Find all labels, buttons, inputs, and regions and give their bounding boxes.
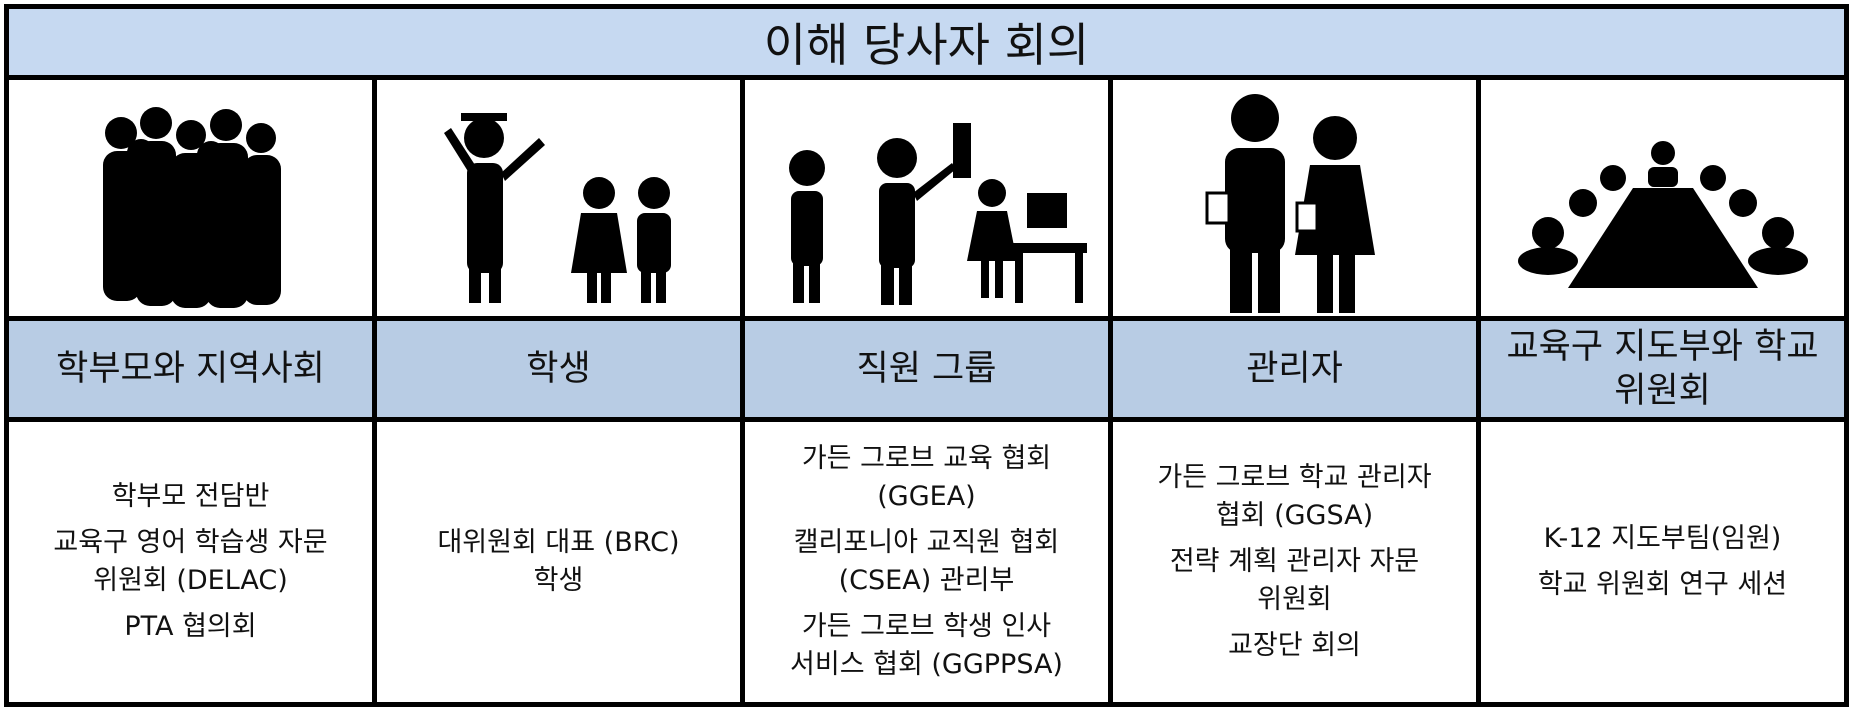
- admin-icon: [1205, 94, 1375, 313]
- column-header: 직원 그룹: [740, 316, 1113, 422]
- icon-cell: [4, 75, 377, 321]
- item: 학교 위원회 연구 세션: [1481, 566, 1844, 604]
- item: 가든 그로브 교육 협회 (GGEA): [745, 440, 1108, 516]
- icon-cell: [740, 75, 1113, 321]
- column-body: 가든 그로브 교육 협회 (GGEA) 캘리포니아 교직원 협회 (CSEA) 관리부…: [740, 417, 1113, 707]
- item-line: 전략 계획 관리자 자문: [1169, 546, 1420, 577]
- item-line: 캘리포니아 교직원 협회: [793, 527, 1060, 558]
- item-line: (GGEA): [877, 481, 976, 512]
- icon-cell: [372, 75, 745, 321]
- item-line: 대위원회 대표 (BRC): [437, 527, 680, 558]
- item: 교장단 회의: [1113, 627, 1476, 665]
- item: 캘리포니아 교직원 협회 (CSEA) 관리부: [745, 524, 1108, 600]
- item-line: 교장단 회의: [1228, 630, 1361, 661]
- item-line: 가든 그로브 학교 관리자: [1157, 462, 1432, 493]
- item-line: 학생: [533, 565, 584, 596]
- item-line: K-12 지도부팀(임원): [1543, 523, 1782, 554]
- item-line: 가든 그로브 교육 협회: [801, 443, 1052, 474]
- item: 대위원회 대표 (BRC) 학생: [377, 524, 740, 600]
- item-line: 위원회 (DELAC): [93, 565, 288, 596]
- column-header: 관리자: [1108, 316, 1481, 422]
- crowd-icon: [102, 107, 281, 308]
- column-header: 학부모와 지역사회: [4, 316, 377, 422]
- item-line: 서비스 협회 (GGPPSA): [790, 649, 1063, 680]
- staff-icon: [788, 123, 1087, 305]
- column-body: K-12 지도부팀(임원) 학교 위원회 연구 세션: [1476, 417, 1849, 707]
- item-line: 협회 (GGSA): [1215, 500, 1374, 531]
- item: K-12 지도부팀(임원): [1481, 520, 1844, 558]
- item-line: 위원회: [1257, 584, 1332, 615]
- meeting-icon: [1517, 141, 1808, 288]
- table-title: 이해 당사자 회의: [4, 4, 1849, 80]
- icon-row: [4, 75, 1849, 321]
- item-line: 교육구 영어 학습생 자문: [53, 527, 328, 558]
- item: 학부모 전담반: [9, 478, 372, 516]
- header-row: 학부모와 지역사회 학생 직원 그룹 관리자 교육구 지도부와 학교 위원회: [4, 316, 1849, 422]
- icon-cell: [1476, 75, 1849, 321]
- page: 이해 당사자 회의 학부모와 지역사회 학생 직원 그룹 관리자 교육구 지도부…: [0, 4, 1853, 707]
- column-header: 교육구 지도부와 학교 위원회: [1476, 316, 1849, 422]
- item-line: (CSEA) 관리부: [838, 565, 1015, 596]
- item-line: 학교 위원회 연구 세션: [1537, 569, 1788, 600]
- item-line: PTA 협의회: [124, 611, 257, 642]
- icon-cell: [1108, 75, 1481, 321]
- stakeholder-table: 이해 당사자 회의 학부모와 지역사회 학생 직원 그룹 관리자 교육구 지도부…: [4, 4, 1849, 707]
- item-line: 학부모 전담반: [111, 481, 270, 512]
- item: PTA 협의회: [9, 608, 372, 646]
- column-body: 대위원회 대표 (BRC) 학생: [372, 417, 745, 707]
- column-header: 학생: [372, 316, 745, 422]
- item-line: 가든 그로브 학생 인사: [801, 611, 1052, 642]
- student-icon: [443, 113, 671, 303]
